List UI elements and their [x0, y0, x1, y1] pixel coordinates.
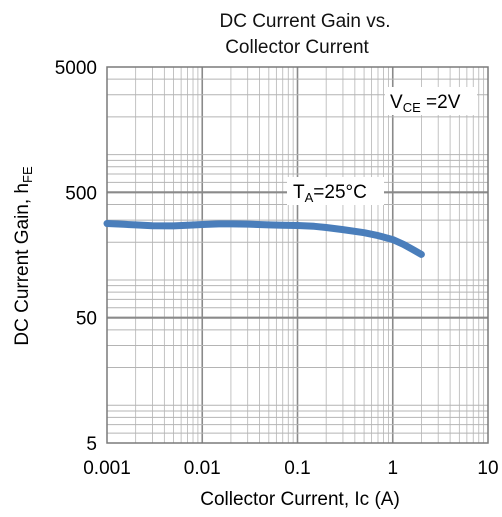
annotation-ta-value: =25°C	[313, 182, 367, 203]
chart-title: DC Current Gain vs. Collector Current	[219, 11, 390, 58]
x-tick-label: 1	[387, 458, 398, 479]
y-axis-label: DC Current Gain, hFE	[12, 166, 35, 346]
annotation-vce-main: V	[390, 92, 403, 113]
plot-grid	[107, 67, 488, 443]
annotation-ta-background	[287, 177, 384, 205]
x-tick-label: 0.001	[83, 458, 131, 479]
axis-tick-labels: 0.001 0.01 0.1 1 10 5 50 500 5000	[55, 58, 499, 479]
data-series	[103, 220, 425, 258]
y-axis-label-main: DC Current Gain, h	[12, 183, 33, 346]
y-tick-label: 5	[86, 434, 97, 455]
y-tick-label: 50	[76, 309, 97, 330]
annotation-vce: VCE =2V	[390, 92, 461, 115]
annotation-vce-background	[385, 87, 477, 115]
x-tick-label: 0.01	[184, 458, 221, 479]
chart-title-line-2: Collector Current	[225, 37, 369, 58]
x-axis-label: Collector Current, Ic (A)	[200, 489, 400, 510]
annotation-ta-main: T	[293, 182, 305, 203]
y-tick-label: 5000	[55, 58, 97, 79]
y-tick-label: 500	[65, 183, 97, 204]
annotation-vce-subscript: CE	[403, 100, 421, 115]
annotation-ta: TA=25°C	[293, 182, 367, 205]
annotation-vce-value: =2V	[421, 92, 461, 113]
x-tick-label: 10	[477, 458, 498, 479]
plot-frame	[106, 66, 489, 444]
annotation-ta-subscript: A	[305, 190, 314, 205]
y-axis-label-subscript: FE	[20, 166, 35, 183]
chart-annotations: VCE =2V TA=25°C	[287, 87, 477, 205]
series-line	[103, 220, 425, 258]
x-tick-label: 0.1	[284, 458, 310, 479]
chart-title-line-1: DC Current Gain vs.	[219, 11, 390, 32]
